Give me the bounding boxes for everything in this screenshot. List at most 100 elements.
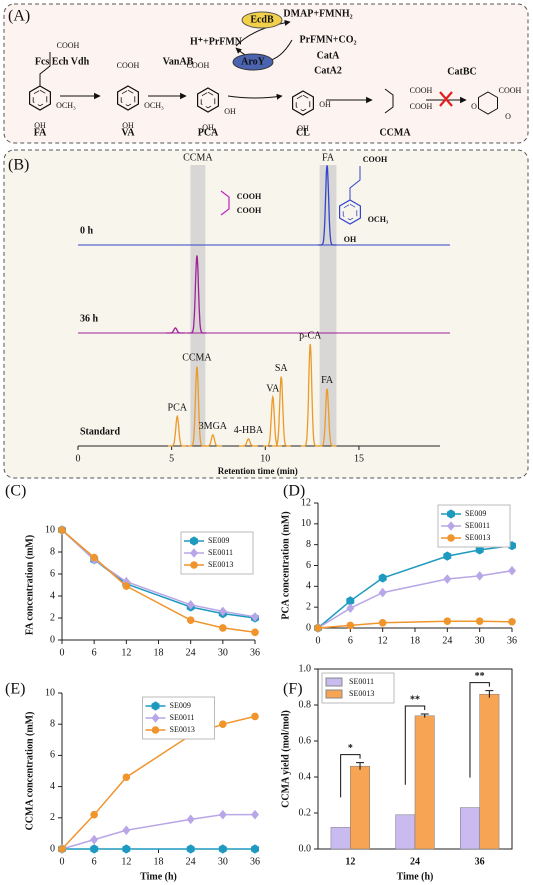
enzyme-label: CatBC: [447, 66, 476, 77]
benzene-ring: [292, 90, 314, 116]
peak: [317, 388, 337, 447]
benzene-inner: [342, 203, 358, 221]
marker: [218, 844, 227, 854]
chem-group: OCH₃: [144, 101, 164, 110]
peak-label: CCMA: [182, 353, 212, 364]
x-tick-label: 36: [507, 635, 517, 646]
x-tick-label: 12: [121, 647, 131, 658]
chem-group: COOH: [237, 192, 262, 201]
x-tick-label: 30: [218, 856, 228, 867]
series-line: [61, 529, 256, 634]
trace-label: 36 h: [80, 313, 99, 324]
trace-label: 0 h: [80, 225, 94, 236]
marker: [190, 548, 198, 558]
marker: [251, 628, 259, 637]
y-tick-label: 8: [50, 546, 55, 557]
series-line: [317, 544, 513, 629]
highlight-band: [190, 165, 206, 446]
y-tick-label: 6: [50, 750, 55, 761]
x-tick-label: 36: [475, 856, 485, 867]
benzene-ring: [29, 85, 52, 111]
legend-label: SE0011: [465, 521, 490, 530]
marker: [90, 810, 98, 819]
y-axis-title: CCMA concentration (mM): [24, 712, 35, 831]
panel-label: (B): [8, 157, 29, 174]
chem-group: COOH: [410, 102, 433, 111]
arc-arrow: [227, 93, 283, 100]
marker: [314, 624, 322, 632]
error-bar: [420, 713, 429, 718]
panel-a-box: [3, 3, 529, 144]
marker: [251, 712, 259, 721]
marker: [190, 536, 198, 546]
enzyme-ellipse: [232, 53, 274, 71]
x-tick-label: 0: [60, 856, 65, 867]
highlight-label: CCMA: [183, 152, 213, 163]
peak: [317, 165, 337, 246]
peak: [203, 433, 223, 447]
y-tick-label: 6: [50, 568, 55, 579]
marker: [251, 844, 259, 854]
y-tick-label: 2: [50, 812, 55, 823]
y-tick-label: 2: [306, 601, 311, 612]
legend-label: SE0013: [208, 560, 233, 569]
chem-group: OCH₃: [56, 101, 76, 110]
legend-label: SE0013: [465, 533, 490, 542]
legend-label: SE0011: [208, 548, 233, 557]
benzene-ring: [197, 87, 219, 113]
error-bar: [356, 762, 365, 770]
y-tick-label: 8: [50, 718, 55, 729]
benzene-inner: [32, 89, 48, 107]
marker: [378, 573, 387, 583]
legend-label: SE009: [170, 701, 191, 710]
significance-bracket: [469, 682, 490, 778]
enzyme-label: VanAB: [163, 56, 194, 67]
marker: [122, 825, 131, 836]
marker: [346, 603, 355, 614]
benzene-ring: [339, 199, 361, 225]
y-tick-label: 10: [45, 524, 55, 535]
peak-label: PCA: [168, 403, 188, 414]
series-line: [61, 715, 256, 850]
peak-label: p-CA: [299, 330, 322, 341]
y-tick-label: 0: [50, 843, 55, 854]
y-tick-label: 10: [301, 518, 311, 529]
x-tick-label: 24: [442, 635, 452, 646]
marker: [475, 545, 484, 555]
peak: [300, 343, 320, 447]
benzene-inner: [120, 89, 136, 107]
bar: [460, 807, 480, 850]
y-tick-label: 0.8: [299, 699, 312, 710]
y-tick-label: 0.2: [299, 807, 312, 818]
peak: [167, 414, 187, 447]
series-line: [61, 529, 256, 618]
bar: [414, 715, 435, 850]
enzyme-label: Fcs Ech Vdh: [35, 56, 90, 67]
peak-label: SA: [275, 363, 289, 374]
marker: [443, 574, 452, 584]
y-tick-label: 4: [306, 581, 311, 592]
legend-swatch: [325, 677, 343, 687]
chem-group: OH: [34, 121, 46, 130]
chem-group: COOH: [117, 61, 140, 70]
legend-label: SE009: [465, 509, 486, 518]
marker: [90, 553, 98, 562]
chem-group: OH: [202, 123, 214, 132]
y-axis-title: CCMA yield (mol/mol): [280, 710, 291, 808]
side-chain: [349, 166, 361, 200]
compound-name: FA: [34, 127, 47, 138]
x-tick-label: 6: [92, 647, 97, 658]
x-tick-label: 30: [218, 647, 228, 658]
x-axis-title: Time (h): [140, 871, 177, 882]
peak: [239, 438, 258, 447]
enzyme-label: CatA: [317, 50, 341, 61]
x-axis-title: Time (h): [397, 871, 434, 882]
enzyme-label: AroY: [241, 56, 265, 67]
marker: [251, 612, 259, 622]
significance-label: **: [410, 694, 420, 705]
panel-label: (E): [5, 681, 25, 698]
y-tick-label: 0: [50, 634, 55, 645]
cofactor-label: H⁺+PrFMN: [190, 36, 243, 47]
lactone-ring: [478, 91, 498, 115]
